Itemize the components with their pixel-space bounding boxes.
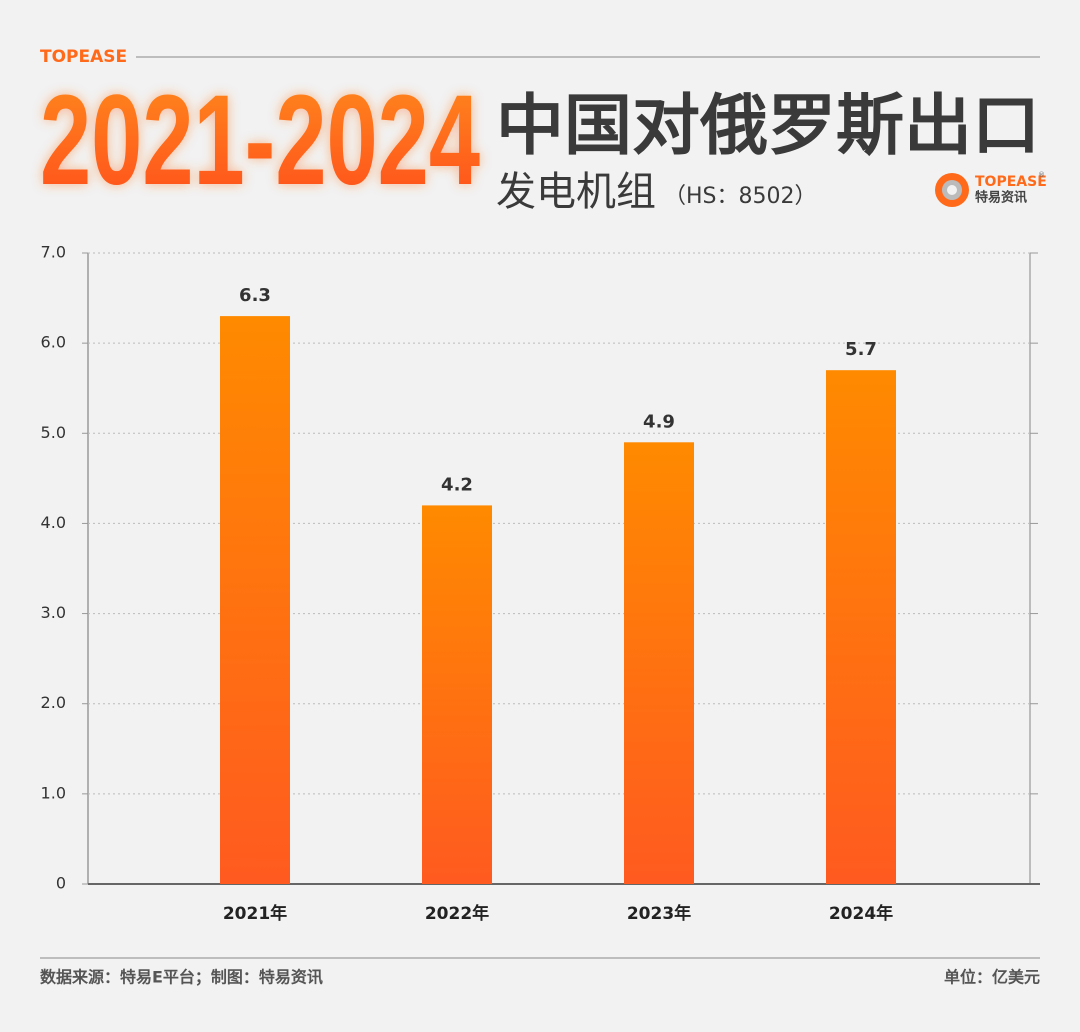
logo-name: TOPEASE <box>975 174 1047 190</box>
chart-subtitle: 发电机组 <box>496 169 656 215</box>
x-tick-label: 2021年 <box>223 903 287 924</box>
value-label: 5.7 <box>845 339 877 360</box>
logo-dot <box>947 185 957 195</box>
bar <box>220 316 290 885</box>
y-tick-label: 5.0 <box>41 423 66 442</box>
value-label: 4.9 <box>643 411 675 432</box>
bar <box>624 442 694 884</box>
y-tick-label: 0 <box>56 874 66 893</box>
y-tick-label: 7.0 <box>41 243 66 262</box>
x-tick-label: 2022年 <box>425 903 489 924</box>
y-tick-label: 4.0 <box>41 513 66 532</box>
title-years: 2021-2024 <box>40 69 480 212</box>
value-label: 6.3 <box>239 285 271 306</box>
x-tick-label: 2023年 <box>627 903 691 924</box>
bar <box>422 505 492 884</box>
brand: TOPEASE <box>40 47 127 67</box>
logo: TOPEASE ® 特易资讯 <box>935 171 1047 207</box>
chart-title: 中国对俄罗斯出口 <box>496 87 1040 164</box>
y-tick-label: 1.0 <box>41 783 66 802</box>
source: 数据来源：特易E平台；制图：特易资讯 <box>40 968 323 987</box>
x-tick-label: 2024年 <box>829 903 893 924</box>
y-tick-label: 3.0 <box>41 603 66 622</box>
logo-sub: 特易资讯 <box>975 190 1027 206</box>
value-label: 4.2 <box>441 474 473 495</box>
logo-mark: ® <box>1038 171 1045 179</box>
subtitle-note: （HS：8502） <box>664 184 817 209</box>
unit: 单位：亿美元 <box>944 968 1040 987</box>
y-tick-label: 6.0 <box>41 333 66 352</box>
bar <box>826 370 896 885</box>
y-tick-label: 2.0 <box>41 693 66 712</box>
